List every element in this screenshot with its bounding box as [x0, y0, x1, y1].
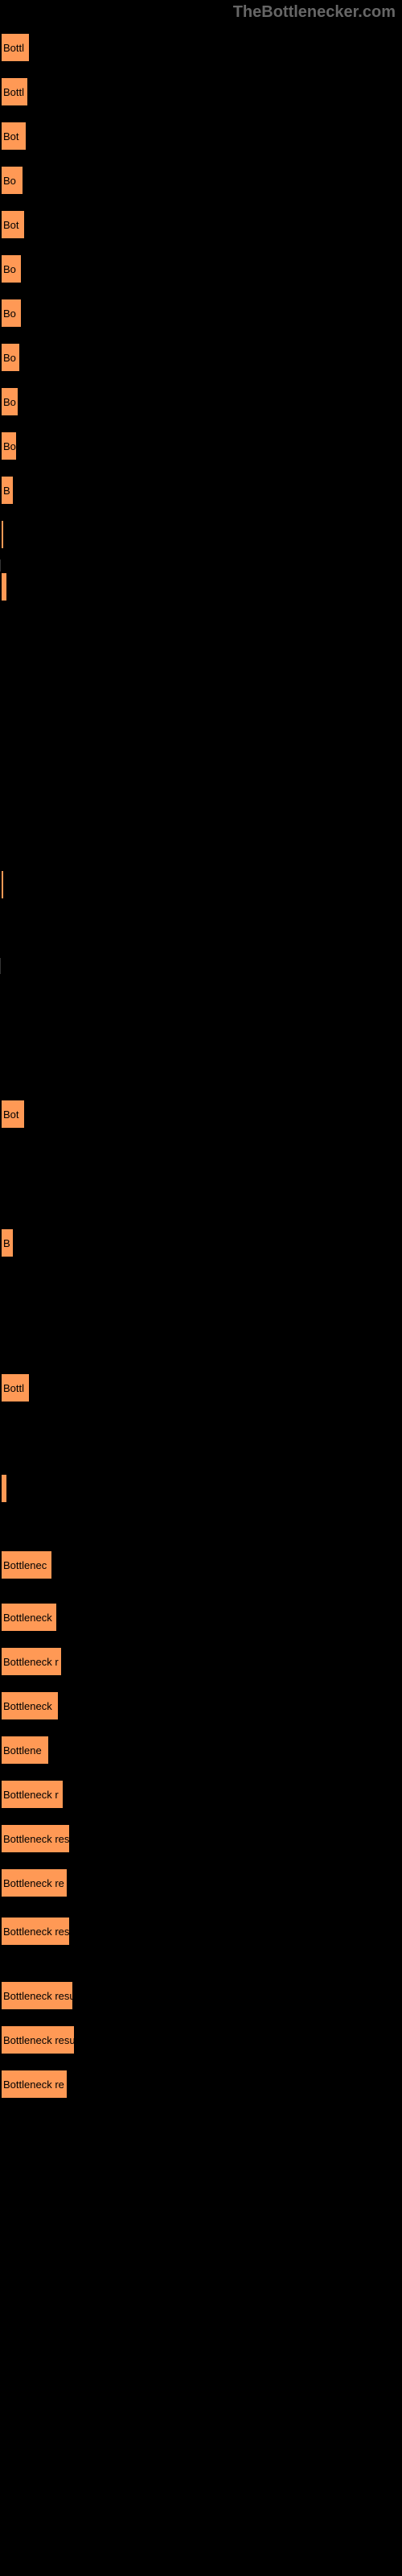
chart-bar: Bo [0, 165, 24, 196]
bar-row [0, 861, 402, 1091]
chart-bar: Bottleneck re [0, 2069, 68, 2099]
bar-label: Bottl [3, 42, 24, 54]
chart-bar: Bottleneck resu [0, 2025, 76, 2055]
chart-bar: Bot [0, 209, 26, 240]
bar-label: Bottleneck resu [3, 1990, 74, 2002]
bar-label: Bottleneck r [3, 1656, 59, 1668]
chart-bar: Bo [0, 298, 23, 328]
bar-label: Bot [3, 1108, 19, 1121]
chart-bar: Bottl [0, 76, 29, 107]
bar-row: Bottleneck re [0, 2061, 402, 2105]
chart-bar: Bottleneck res [0, 1916, 71, 1946]
bar-label: Bottlene [3, 1744, 42, 1757]
bar-row: Bottleneck r [0, 1638, 402, 1682]
chart-bar: Bottleneck re [0, 1868, 68, 1898]
bar-label: Bottl [3, 1382, 24, 1394]
chart-bar [0, 519, 5, 550]
bar-label: Bottleneck res [3, 1833, 69, 1845]
bar-label: Bot [3, 219, 19, 231]
bar-row [0, 817, 402, 861]
bar-row: B [0, 467, 402, 511]
bar-row: Bo [0, 334, 402, 378]
chart-bar: Bottleneck r [0, 1779, 64, 1810]
bar-row: Bo [0, 423, 402, 467]
bar-row [0, 511, 402, 564]
bar-label: Bo [3, 263, 16, 275]
bar-row: Bo [0, 157, 402, 201]
bar-row: Bottleneck r [0, 1771, 402, 1815]
bar-label: Bottleneck [3, 1612, 52, 1624]
bar-label: Bot [3, 130, 19, 142]
bar-row: Bottlenec [0, 1542, 402, 1594]
chart-bar: Bo [0, 342, 21, 373]
bar-label: Bottleneck res [3, 1926, 69, 1938]
bar-label: B [3, 1237, 10, 1249]
chart-bar [0, 1473, 8, 1504]
bar-label: Bottleneck r [3, 1789, 59, 1801]
bar-label: B [3, 485, 10, 497]
bar-label: Bo [3, 308, 16, 320]
chart-bar: Bo [0, 431, 18, 461]
bar-row [0, 1320, 402, 1364]
bar-row: Bottl [0, 1364, 402, 1465]
bar-row: Bottlene [0, 1727, 402, 1771]
chart-bar: Bo [0, 254, 23, 284]
bar-label: Bottleneck re [3, 1877, 64, 1889]
chart-bar: Bo [0, 386, 19, 417]
bar-row [0, 729, 402, 773]
bar-label: Bottl [3, 86, 24, 98]
bar-row: Bo [0, 290, 402, 334]
chart-bar: Bottleneck [0, 1602, 58, 1633]
chart-bar: Bottleneck r [0, 1646, 63, 1677]
bar-chart: Bottl Bottl Bot Bo Bot Bo Bo Bo Bo Bo B Bot B Bottl Bo… [0, 24, 402, 2568]
bar-label: Bo [3, 175, 16, 187]
bar-row [0, 640, 402, 684]
bar-row: Bot [0, 1091, 402, 1175]
chart-bar: Bottlenec [0, 1550, 53, 1580]
bar-row: Bottleneck re [0, 1860, 402, 1908]
chart-bar: Bot [0, 1099, 26, 1129]
watermark-text: TheBottlenecker.com [233, 3, 396, 22]
chart-bar: Bottl [0, 32, 31, 63]
bar-row: Bottleneck res [0, 1908, 402, 1972]
chart-bar: Bottlene [0, 1735, 50, 1765]
bar-label: Bottleneck resu [3, 2034, 76, 2046]
bar-row: Bottleneck [0, 1594, 402, 1638]
bar-row: Bottleneck res [0, 1815, 402, 1860]
chart-bar: B [0, 475, 14, 506]
bar-row [0, 1175, 402, 1220]
chart-bar [0, 869, 5, 900]
bar-row: Bottleneck resu [0, 2017, 402, 2061]
bar-row: Bottl [0, 68, 402, 113]
chart-bar: Bottleneck resu [0, 1980, 74, 2011]
bar-row: B [0, 1220, 402, 1320]
bar-label: Bottleneck re [3, 2079, 64, 2091]
chart-bar [0, 572, 8, 602]
bar-label: Bottleneck [3, 1700, 52, 1712]
bar-row: Bot [0, 113, 402, 157]
bar-row: Bottl [0, 24, 402, 68]
bar-label: Bo [3, 352, 16, 364]
bar-row [0, 1465, 402, 1542]
bar-row: Bo [0, 246, 402, 290]
chart-bar: Bot [0, 121, 27, 151]
chart-bar: Bottleneck [0, 1690, 59, 1721]
bar-row [0, 773, 402, 817]
bar-row [0, 564, 402, 640]
bar-row: Bo [0, 378, 402, 423]
bar-row: Bottleneck resu [0, 1972, 402, 2017]
chart-bar: Bottl [0, 1373, 31, 1403]
bar-row: Bottleneck [0, 1682, 402, 1727]
chart-bar: Bottleneck res [0, 1823, 71, 1854]
bar-label: Bo [3, 396, 16, 408]
bar-label: Bo [3, 440, 16, 452]
bar-row: Bot [0, 201, 402, 246]
chart-bar: B [0, 1228, 14, 1258]
bar-row [0, 684, 402, 729]
bar-label: Bottlenec [3, 1559, 47, 1571]
